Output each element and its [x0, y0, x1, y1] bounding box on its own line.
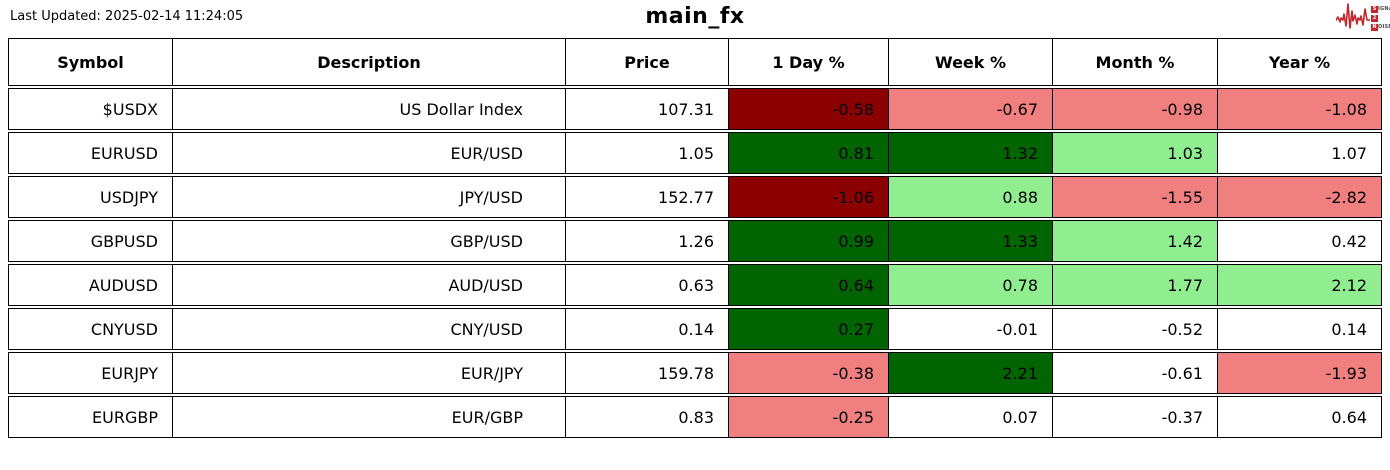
change-cell-down: -0.38 [729, 352, 889, 394]
price-cell: 1.26 [566, 220, 729, 262]
change-cell-down: -1.93 [1218, 352, 1382, 394]
change-cell-strong_up: 0.81 [729, 132, 889, 174]
logo-line-2: 2 [1371, 14, 1390, 22]
table-row: $USDX US Dollar Index 107.31 -0.58 -0.67 -0.9… [8, 88, 1382, 130]
logo-letter-s: S [1371, 5, 1378, 13]
change-cell-strong_up: 0.99 [729, 220, 889, 262]
logo-line-signal: SIGNAL [1371, 5, 1390, 13]
signal2noise-logo: SIGNAL 2 NOISE [1335, 1, 1390, 35]
change-cell-neutral: -0.61 [1053, 352, 1218, 394]
table-row: GBPUSD GBP/USD 1.26 0.99 1.33 1.42 0.42 [8, 220, 1382, 262]
change-cell-up: 1.77 [1053, 264, 1218, 306]
change-cell-neutral: 1.07 [1218, 132, 1382, 174]
symbol-cell: $USDX [8, 88, 173, 130]
table-row: AUDUSD AUD/USD 0.63 0.64 0.78 1.77 2.12 [8, 264, 1382, 306]
price-cell: 152.77 [566, 176, 729, 218]
change-cell-up: 2.12 [1218, 264, 1382, 306]
price-cell: 0.14 [566, 308, 729, 350]
change-cell-down: -1.55 [1053, 176, 1218, 218]
logo-letter-2: 2 [1371, 14, 1378, 22]
symbol-cell: EURGBP [8, 396, 173, 438]
change-cell-strong_up: 1.32 [889, 132, 1053, 174]
fx-table-body: $USDX US Dollar Index 107.31 -0.58 -0.67 -0.9… [8, 88, 1382, 438]
change-cell-down: -0.67 [889, 88, 1053, 130]
price-cell: 0.63 [566, 264, 729, 306]
last-updated-timestamp: Last Updated: 2025-02-14 11:24:05 [10, 9, 244, 24]
change-cell-strong_down: -0.58 [729, 88, 889, 130]
change-cell-neutral: 0.07 [889, 396, 1053, 438]
symbol-cell: EURJPY [8, 352, 173, 394]
change-cell-up: 0.88 [889, 176, 1053, 218]
change-cell-strong_up: 0.64 [729, 264, 889, 306]
change-cell-down: -0.98 [1053, 88, 1218, 130]
change-cell-neutral: 0.14 [1218, 308, 1382, 350]
symbol-cell: GBPUSD [8, 220, 173, 262]
change-cell-neutral: -0.37 [1053, 396, 1218, 438]
change-cell-down: -1.08 [1218, 88, 1382, 130]
change-cell-strong_up: 0.27 [729, 308, 889, 350]
description-cell: JPY/USD [173, 176, 566, 218]
fx-table: Symbol Description Price 1 Day % Week % Month… [8, 36, 1382, 440]
table-row: EURGBP EUR/GBP 0.83 -0.25 0.07 -0.37 0.64 [8, 396, 1382, 438]
logo-line-noise: NOISE [1371, 23, 1390, 31]
price-cell: 107.31 [566, 88, 729, 130]
top-bar: Last Updated: 2025-02-14 11:24:05 main_f… [0, 0, 1390, 36]
change-cell-strong_up: 1.33 [889, 220, 1053, 262]
column-header-price: Price [566, 38, 729, 86]
logo-letter-n: N [1371, 23, 1378, 31]
column-header-symbol: Symbol [8, 38, 173, 86]
change-cell-down: -0.25 [729, 396, 889, 438]
description-cell: EUR/JPY [173, 352, 566, 394]
price-cell: 159.78 [566, 352, 729, 394]
table-row: EURJPY EUR/JPY 159.78 -0.38 2.21 -0.61 -1.93 [8, 352, 1382, 394]
symbol-cell: USDJPY [8, 176, 173, 218]
page-title: main_fx [645, 4, 745, 29]
description-cell: EUR/USD [173, 132, 566, 174]
change-cell-strong_up: 2.21 [889, 352, 1053, 394]
symbol-cell: AUDUSD [8, 264, 173, 306]
waveform-icon [1335, 1, 1371, 35]
change-cell-neutral: 0.42 [1218, 220, 1382, 262]
table-row: EURUSD EUR/USD 1.05 0.81 1.32 1.03 1.07 [8, 132, 1382, 174]
description-cell: AUD/USD [173, 264, 566, 306]
symbol-cell: EURUSD [8, 132, 173, 174]
change-cell-up: 1.03 [1053, 132, 1218, 174]
column-header-month-: Month % [1053, 38, 1218, 86]
table-row: CNYUSD CNY/USD 0.14 0.27 -0.01 -0.52 0.14 [8, 308, 1382, 350]
change-cell-neutral: -0.52 [1053, 308, 1218, 350]
change-cell-strong_down: -1.06 [729, 176, 889, 218]
description-cell: EUR/GBP [173, 396, 566, 438]
description-cell: GBP/USD [173, 220, 566, 262]
column-header-week-: Week % [889, 38, 1053, 86]
column-header-1-day-: 1 Day % [729, 38, 889, 86]
column-header-year-: Year % [1218, 38, 1382, 86]
change-cell-neutral: 0.64 [1218, 396, 1382, 438]
fx-table-header-row: Symbol Description Price 1 Day % Week % Month… [8, 38, 1382, 86]
logo-wordmark: SIGNAL 2 NOISE [1371, 5, 1390, 31]
symbol-cell: CNYUSD [8, 308, 173, 350]
change-cell-up: 0.78 [889, 264, 1053, 306]
description-cell: CNY/USD [173, 308, 566, 350]
change-cell-up: 1.42 [1053, 220, 1218, 262]
description-cell: US Dollar Index [173, 88, 566, 130]
table-row: USDJPY JPY/USD 152.77 -1.06 0.88 -1.55 -2.82 [8, 176, 1382, 218]
price-cell: 1.05 [566, 132, 729, 174]
column-header-description: Description [173, 38, 566, 86]
change-cell-neutral: -0.01 [889, 308, 1053, 350]
change-cell-down: -2.82 [1218, 176, 1382, 218]
price-cell: 0.83 [566, 396, 729, 438]
